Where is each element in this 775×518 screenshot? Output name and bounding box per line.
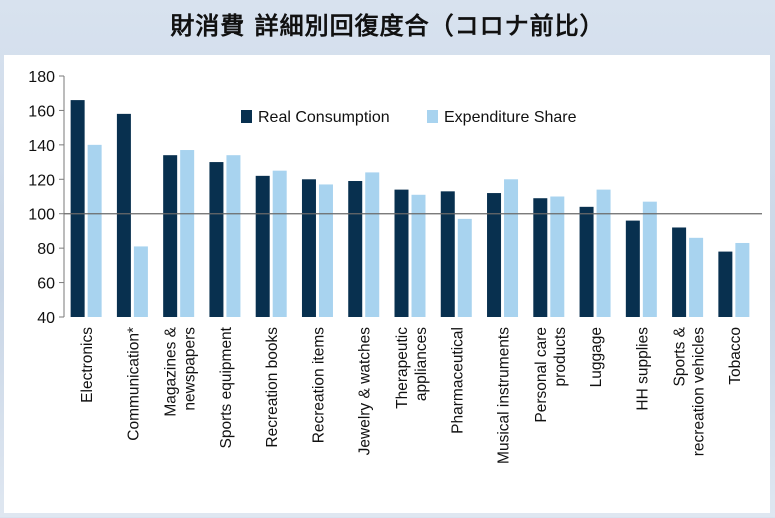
x-tick-label-line: newspapers [182,327,199,411]
legend-label-real-consumption: Real Consumption [258,109,390,126]
y-tick-label: 60 [37,276,55,293]
bar-real-consumption [579,206,594,317]
x-tick-label: Electronics [79,327,96,403]
y-tick-label: 80 [37,241,55,258]
x-tick-label: Musical instruments [496,327,513,464]
x-tick-label-line: recreation vehicles [691,327,708,456]
x-tick-label-line: appliances [413,327,430,401]
x-tick-label-line: Recreation items [310,327,327,444]
bar-expenditure-share [550,196,565,317]
bar-expenditure-share [318,184,333,317]
x-tick-label: Sports & recreation vehicles [672,326,708,456]
x-tick-label-line: Jewelry & watches [357,327,374,456]
x-tick-label: Therapeutic appliances [394,327,430,409]
bar-real-consumption [70,100,85,317]
y-tick-label: 160 [28,103,55,120]
x-tick-label: Sports equipment [218,326,235,448]
bar-expenditure-share [365,172,380,317]
bar-real-consumption [533,198,548,317]
x-tick-label-line: Luggage [588,327,605,387]
bar-expenditure-share [735,242,750,317]
x-tick-label: Jewelry & watches [357,327,374,456]
x-tick-label-line: Tobacco [727,327,744,385]
bar-expenditure-share [226,155,241,317]
y-tick-label: 40 [37,310,55,327]
bar-real-consumption [625,220,640,317]
x-tick-label-line: Pharmaceutical [449,327,466,434]
x-tick-label: Communication* [125,327,142,441]
x-tick-label: HH supplies [634,327,651,411]
x-tick-label-line: Therapeutic [394,327,411,409]
y-tick-label: 120 [28,172,55,189]
legend-label-expenditure-share: Expenditure Share [444,109,577,126]
x-tick-label-line: Personal care [533,327,550,423]
bar-expenditure-share [272,170,287,317]
x-tick-label: Luggage [588,327,605,387]
bar-expenditure-share [87,144,102,317]
x-tick-label-line: HH supplies [634,327,651,411]
bar-expenditure-share [411,194,426,317]
x-tick-label: Personal care products [533,327,569,423]
bar-expenditure-share [457,218,472,317]
bar-real-consumption [301,179,316,317]
x-tick-label-line: Musical instruments [496,327,513,464]
bar-expenditure-share [596,189,611,317]
x-tick-label-line: Recreation books [264,327,281,448]
bar-real-consumption [394,189,409,317]
legend-swatch-expenditure-share [427,110,438,123]
y-tick-label: 100 [28,207,55,224]
x-tick-label-line: Sports & [672,326,689,386]
x-tick-label: Pharmaceutical [449,327,466,434]
legend-swatch-real-consumption [241,110,252,123]
x-tick-label-line: Magazines & [163,326,180,416]
bar-real-consumption [672,227,687,317]
bar-real-consumption [718,251,733,317]
bar-real-consumption [487,193,502,317]
x-tick-label-line: Communication* [125,327,142,441]
bar-expenditure-share [642,201,657,317]
bar-real-consumption [440,191,455,317]
y-tick-label: 140 [28,138,55,155]
bar-chart: 40 60 80 100 120 140 160 180 Electronics Communic… [28,69,762,464]
x-tick-label-line: Sports equipment [218,326,235,448]
x-tick-label: Magazines & newspapers [163,326,199,416]
bar-real-consumption [348,181,363,317]
slide-title: 財消費 詳細別回復度合（コロナ前比） [170,12,605,40]
x-tick-label-line: products [552,327,569,387]
x-tick-label-line: Electronics [79,327,96,403]
bar-real-consumption [209,162,224,317]
chart-panel: 40 60 80 100 120 140 160 180 Electronics Communic… [4,55,770,513]
bar-expenditure-share [133,246,148,317]
bar-expenditure-share [504,179,519,317]
x-tick-label: Tobacco [727,327,744,385]
bar-real-consumption [116,113,131,317]
bar-expenditure-share [180,150,195,317]
bar-real-consumption [163,155,178,317]
x-tick-label: Recreation books [264,327,281,448]
y-tick-label: 180 [28,69,55,86]
bar-expenditure-share [689,237,704,317]
bar-real-consumption [255,175,270,317]
x-tick-label: Recreation items [310,327,327,444]
